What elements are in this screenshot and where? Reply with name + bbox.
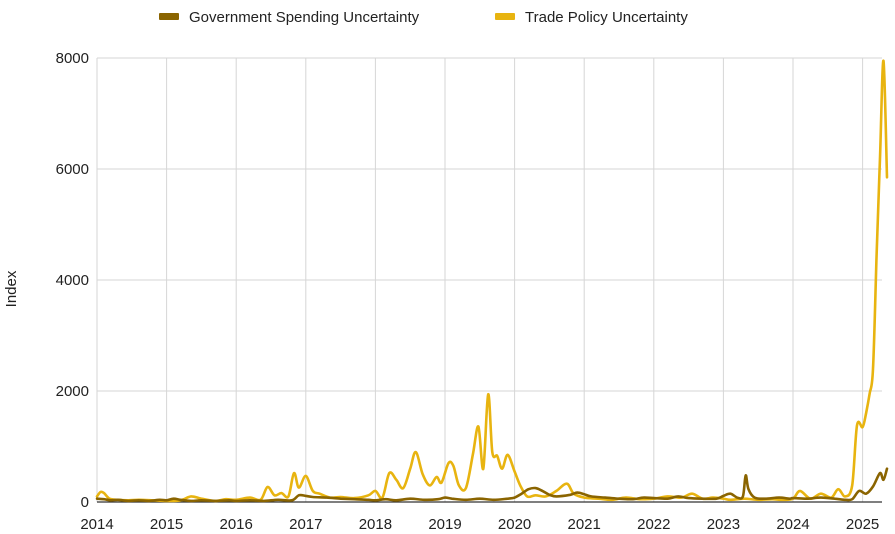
grid <box>96 57 882 502</box>
y-tick-label: 6000 <box>56 161 89 178</box>
x-tick-label: 2014 <box>80 516 113 533</box>
x-tick-label: 2022 <box>637 516 670 533</box>
x-tick-label: 2018 <box>359 516 392 533</box>
x-tick-label: 2025 <box>846 516 879 533</box>
legend-item-trade-policy: Trade Policy Uncertainty <box>495 9 688 26</box>
legend-swatch <box>159 13 179 20</box>
legend-swatch <box>495 13 515 20</box>
y-tick-label: 2000 <box>56 383 89 400</box>
y-axis-ticks: 0 2000 4000 6000 8000 <box>56 50 89 511</box>
legend-item-government-spending: Government Spending Uncertainty <box>159 9 420 26</box>
x-tick-label: 2023 <box>707 516 740 533</box>
y-axis-label: Index <box>3 270 20 307</box>
legend-label: Trade Policy Uncertainty <box>525 9 688 26</box>
x-tick-label: 2021 <box>568 516 601 533</box>
y-tick-label: 4000 <box>56 272 89 289</box>
legend: Government Spending Uncertainty Trade Pol… <box>159 9 688 26</box>
y-tick-label: 8000 <box>56 50 89 67</box>
x-tick-label: 2024 <box>776 516 809 533</box>
y-tick-label: 0 <box>81 494 89 511</box>
series-government-spending-line <box>95 467 889 503</box>
x-tick-label: 2016 <box>220 516 253 533</box>
series-lines <box>95 59 889 503</box>
x-axis-ticks: 2014 2015 2016 2017 2018 2019 2020 2021 2022 2023… <box>80 516 879 533</box>
x-tick-label: 2015 <box>150 516 183 533</box>
legend-label: Government Spending Uncertainty <box>189 9 420 26</box>
x-tick-label: 2019 <box>428 516 461 533</box>
x-tick-label: 2020 <box>498 516 531 533</box>
series-trade-policy-line <box>95 59 889 503</box>
x-tick-label: 2017 <box>289 516 322 533</box>
